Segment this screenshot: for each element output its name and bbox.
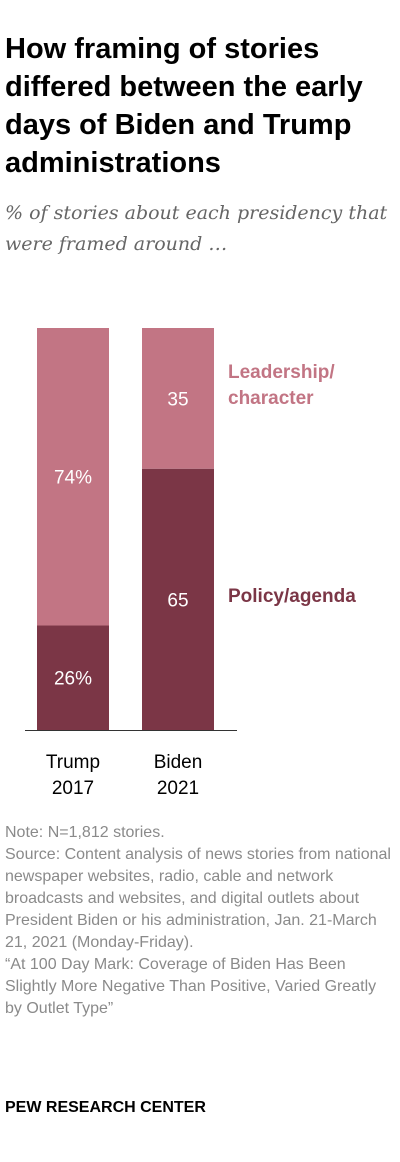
x-tick-label: Biden (154, 752, 203, 773)
data-label: 65 (167, 590, 188, 611)
notes: Note: N=1,812 stories. Source: Content a… (5, 822, 395, 1020)
bar-segment-policy-biden (142, 468, 214, 730)
x-tick-label: 2017 (52, 778, 94, 799)
note-line: Note: N=1,812 stories. (5, 824, 165, 841)
legend-label-policy: Policy/agenda (228, 586, 356, 607)
chart-title: How framing of stories differed between … (5, 33, 363, 179)
x-tick-label: Trump (46, 752, 100, 773)
data-label: 26% (54, 669, 92, 690)
data-label: 74% (54, 468, 92, 489)
chart-subtitle: % of stories about each presidency that … (5, 202, 388, 255)
legend-label-leadership: character (228, 388, 314, 409)
source-line: Source: Content analysis of news stories… (5, 846, 391, 951)
stacked-bar-chart: 26% 74% Trump 2017 65 35 Biden 2021 Leadership/c… (25, 328, 356, 799)
bar-segment-leadership-trump (37, 328, 109, 626)
bar-segment-leadership-biden (142, 328, 214, 469)
data-label: 35 (167, 389, 188, 410)
x-tick-label: 2021 (157, 778, 199, 799)
report-title-line: “At 100 Day Mark: Coverage of Biden Has … (5, 956, 377, 1017)
legend-label-leadership: Leadership/ (228, 362, 335, 383)
brand-footer: PEW RESEARCH CENTER (5, 1099, 206, 1116)
bar-segment-policy-trump (37, 625, 109, 730)
